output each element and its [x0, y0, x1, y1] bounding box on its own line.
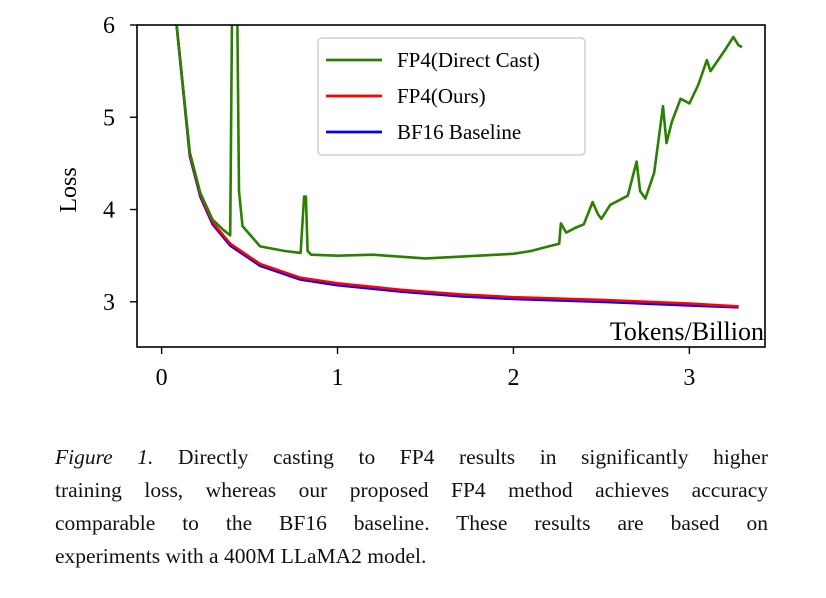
y-tick-label: 6 [103, 13, 115, 39]
caption-text: Directly casting to FP4 results in signi… [153, 445, 768, 469]
figure-label: Figure 1. [55, 445, 154, 469]
y-tick-label: 3 [103, 290, 115, 316]
x-tick-label: 3 [683, 365, 695, 391]
y-tick-label: 4 [103, 198, 115, 224]
x-axis-label: Tokens/Billion [610, 317, 764, 346]
plot-frame [136, 24, 766, 348]
loss-chart: 0 1 2 3 3 4 5 6 Loss Tokens/Billion FP4(Direct … [56, 13, 766, 391]
ticks-layer: 0 1 2 3 3 4 5 6 [103, 13, 695, 391]
legend-box [317, 37, 586, 156]
caption-line-3: comparable to the BF16 baseline. These r… [55, 511, 768, 535]
x-tick-label: 2 [507, 365, 519, 391]
x-tick-label: 1 [332, 365, 344, 391]
caption-line-1: Figure 1. Directly casting to FP4 result… [55, 441, 768, 474]
series-line-fp4-direct-cast [175, 25, 743, 260]
figure-caption: Figure 1. Directly casting to FP4 result… [55, 441, 768, 573]
caption-line-2: training loss, whereas our proposed FP4 … [55, 478, 768, 502]
legend-label: FP4(Ours) [397, 84, 486, 108]
caption-line-4: experiments with a 400M LLaMA2 model. [55, 544, 427, 568]
x-tick-label: 0 [156, 365, 168, 391]
legend: FP4(Direct Cast) FP4(Ours) BF16 Baseline [317, 37, 586, 156]
legend-label: BF16 Baseline [397, 120, 521, 144]
series-layer [175, 25, 743, 309]
legend-label: FP4(Direct Cast) [397, 48, 540, 72]
y-axis-label: Loss [56, 167, 82, 212]
y-tick-label: 5 [103, 105, 115, 131]
